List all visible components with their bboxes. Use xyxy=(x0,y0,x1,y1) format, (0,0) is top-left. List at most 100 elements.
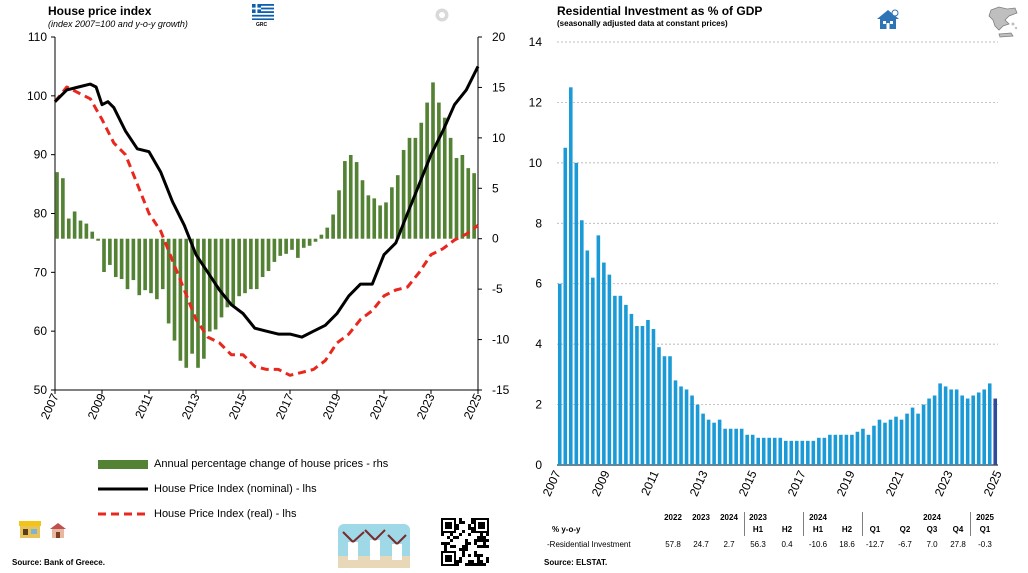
bar-residential-investment xyxy=(910,407,915,465)
bar-annual-change xyxy=(425,102,429,239)
bar-annual-change xyxy=(190,238,194,354)
table-separator xyxy=(803,512,804,536)
y-left-tick-label: 70 xyxy=(34,265,48,279)
qr-module xyxy=(468,527,471,530)
bar-residential-investment xyxy=(795,440,799,465)
bar-residential-investment xyxy=(806,440,810,465)
shop-icon xyxy=(18,519,42,544)
legend-label-real: House Price Index (real) - lhs xyxy=(154,508,297,520)
bar-annual-change xyxy=(125,238,130,290)
qr-module xyxy=(474,542,477,545)
qr-module xyxy=(450,533,453,536)
bar-residential-investment xyxy=(976,392,981,465)
bar-residential-investment xyxy=(651,329,656,465)
bar-annual-change xyxy=(331,214,335,239)
qr-module xyxy=(468,542,471,545)
qr-module xyxy=(468,524,471,527)
bar-residential-investment xyxy=(971,395,975,465)
qr-module xyxy=(471,518,474,521)
bar-annual-change xyxy=(437,102,441,239)
bar-residential-investment xyxy=(954,389,959,465)
qr-module xyxy=(471,563,474,566)
bar-residential-investment xyxy=(811,440,816,465)
table-year-header: 2024 xyxy=(720,513,738,522)
table-row-header: % y-o-y xyxy=(552,525,581,534)
y-left-tick-label: 110 xyxy=(28,30,47,44)
bar-annual-change xyxy=(272,238,277,262)
bar-annual-change xyxy=(143,238,147,291)
table-period-header: Q1 xyxy=(869,525,881,534)
table-value-cell: 7.0 xyxy=(926,540,938,549)
y-right-tick-label: 0 xyxy=(492,232,499,246)
legend-swatch-red xyxy=(98,512,148,516)
bar-annual-change xyxy=(337,190,341,239)
bar-residential-investment xyxy=(563,147,568,465)
bar-residential-investment xyxy=(943,386,948,465)
y-left-tick-label: 90 xyxy=(34,148,48,162)
qr-module xyxy=(477,557,480,560)
qr-module xyxy=(459,533,462,536)
bar-residential-investment xyxy=(580,220,584,465)
bar-residential-investment xyxy=(855,431,860,465)
qr-module xyxy=(456,560,459,563)
bar-annual-change xyxy=(249,238,253,290)
qr-module xyxy=(486,539,489,542)
bar-residential-investment xyxy=(728,428,733,465)
qr-module xyxy=(459,521,462,524)
bar-annual-change xyxy=(278,238,283,256)
bar-annual-change xyxy=(137,238,142,296)
qr-module xyxy=(444,548,447,551)
bar-residential-investment xyxy=(921,404,926,465)
bar-residential-investment xyxy=(706,419,711,465)
bar-residential-investment xyxy=(905,413,909,465)
bar-residential-investment xyxy=(717,419,722,465)
qr-module xyxy=(459,548,462,551)
bar-annual-change xyxy=(466,168,471,239)
bar-residential-investment xyxy=(916,413,920,465)
bar-residential-investment xyxy=(712,422,716,465)
bar-annual-change xyxy=(166,238,171,324)
bar-residential-investment xyxy=(965,398,970,465)
bar-annual-change xyxy=(196,238,200,368)
bar-residential-investment xyxy=(734,428,738,465)
bar-residential-investment xyxy=(602,262,606,465)
qr-module xyxy=(486,557,489,560)
table-value-cell: -6.7 xyxy=(898,540,912,549)
qr-module xyxy=(462,548,465,551)
bar-residential-investment xyxy=(574,162,579,465)
bar-annual-change xyxy=(178,238,183,361)
table-year-header: 2022 xyxy=(664,513,682,522)
left-source: Source: Bank of Greece. xyxy=(12,558,105,567)
bar-annual-change xyxy=(384,202,388,239)
bar-annual-change xyxy=(343,161,347,239)
qr-module xyxy=(471,560,474,563)
bar-annual-change xyxy=(454,158,459,239)
bar-residential-investment xyxy=(695,404,700,465)
bar-residential-investment xyxy=(982,389,987,465)
bar-residential-investment xyxy=(833,434,838,465)
bar-annual-change xyxy=(78,220,83,239)
bar-annual-change xyxy=(472,173,476,239)
bar-annual-change xyxy=(72,211,77,239)
qr-code-icon[interactable] xyxy=(441,518,489,571)
table-separator xyxy=(744,512,745,536)
legend-swatch-black xyxy=(98,487,148,491)
qr-module xyxy=(456,536,459,539)
qr-module xyxy=(450,539,453,542)
qr-module xyxy=(462,530,465,533)
table-period-header: H2 xyxy=(781,525,793,534)
y-tick-label: 2 xyxy=(535,398,542,412)
bar-annual-change xyxy=(372,198,377,239)
bar-residential-investment xyxy=(668,356,672,465)
qr-module xyxy=(453,545,456,548)
bar-residential-investment xyxy=(635,326,639,465)
bar-residential-investment xyxy=(585,250,590,465)
bar-residential-investment xyxy=(679,386,683,465)
table-period-header: H1 xyxy=(752,525,764,534)
bar-residential-investment xyxy=(987,383,992,465)
qr-module xyxy=(486,560,489,563)
qr-module xyxy=(477,554,480,557)
y-tick-label: 10 xyxy=(529,156,543,170)
bar-annual-change xyxy=(266,238,271,271)
bar-residential-investment xyxy=(789,440,794,465)
